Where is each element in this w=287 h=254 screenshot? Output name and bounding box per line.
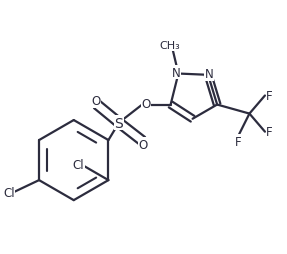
Text: O: O xyxy=(141,97,151,110)
Text: O: O xyxy=(139,138,148,151)
Text: F: F xyxy=(266,126,273,139)
Text: N: N xyxy=(205,68,214,81)
Text: F: F xyxy=(234,135,241,148)
Text: N: N xyxy=(171,67,180,80)
Text: Cl: Cl xyxy=(3,186,15,199)
Text: CH₃: CH₃ xyxy=(160,41,180,51)
Text: F: F xyxy=(266,90,273,103)
Text: S: S xyxy=(115,116,123,130)
Text: Cl: Cl xyxy=(72,159,84,172)
Text: O: O xyxy=(91,95,100,108)
